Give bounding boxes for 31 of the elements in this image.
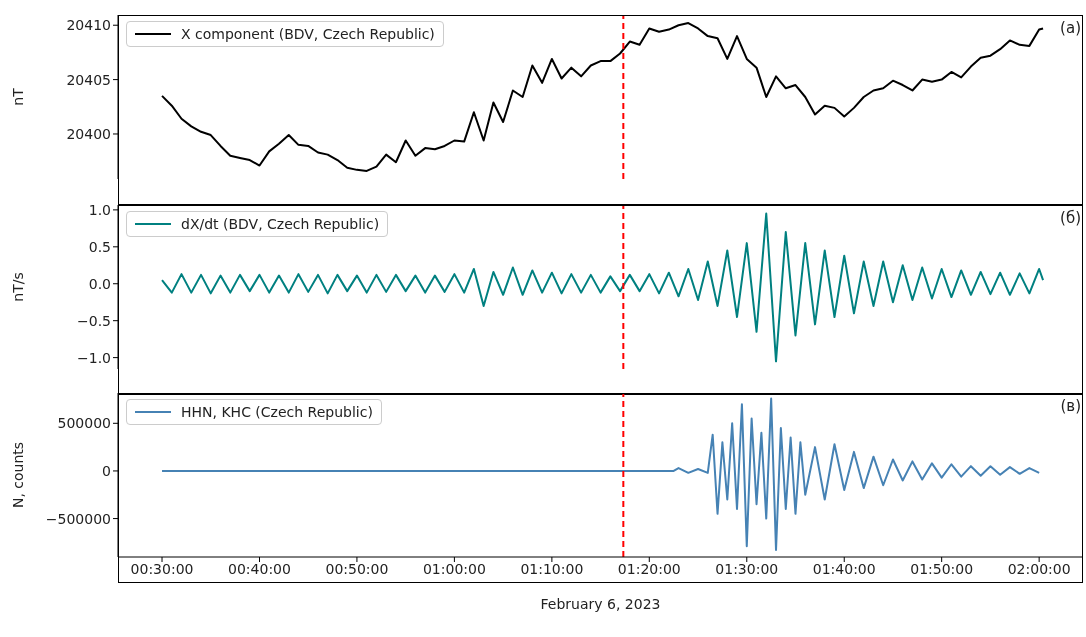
annotation: (а): [1060, 19, 1081, 37]
legend-label: X component (BDV, Czech Republic): [181, 26, 435, 42]
y-tick-label: 20410: [66, 17, 111, 34]
x-tick-label: 01:10:00: [520, 560, 584, 577]
x-tick-label: 01:30:00: [715, 560, 779, 577]
x-tick-label: 02:00:00: [1007, 560, 1071, 577]
y-axis-title: nT/s: [9, 272, 26, 302]
annotation: (в): [1060, 397, 1081, 415]
y-tick-label: 500000: [57, 415, 111, 432]
y-tick-label: 1.0: [88, 201, 111, 218]
y-tick-label: 0.0: [88, 275, 111, 292]
legend-label: dX/dt (BDV, Czech Republic): [181, 216, 380, 232]
y-tick-label: 20405: [66, 71, 111, 88]
y-axis-title: nT: [9, 87, 26, 106]
annotation: (б): [1060, 209, 1081, 227]
y-tick-label: −500000: [45, 510, 111, 527]
x-tick-label: 00:30:00: [130, 560, 194, 577]
x-tick-label: 00:40:00: [228, 560, 291, 577]
x-tick-label: 01:50:00: [910, 560, 974, 577]
y-tick-label: 0: [102, 462, 111, 479]
x-tick-label: 00:50:00: [325, 560, 389, 577]
y-axis-title: N, counts: [9, 441, 26, 509]
legend-label: HHN, KHC (Czech Republic): [181, 404, 373, 420]
x-axis-title: February 6, 2023: [540, 596, 661, 612]
y-tick-label: −1.0: [77, 349, 111, 366]
x-tick-label: 01:40:00: [812, 560, 876, 577]
x-tick-label: 01:00:00: [422, 560, 486, 577]
y-tick-label: 0.5: [88, 238, 111, 255]
y-tick-label: 20400: [66, 125, 111, 142]
y-tick-label: −0.5: [77, 312, 111, 329]
x-tick-label: 01:20:00: [617, 560, 681, 577]
